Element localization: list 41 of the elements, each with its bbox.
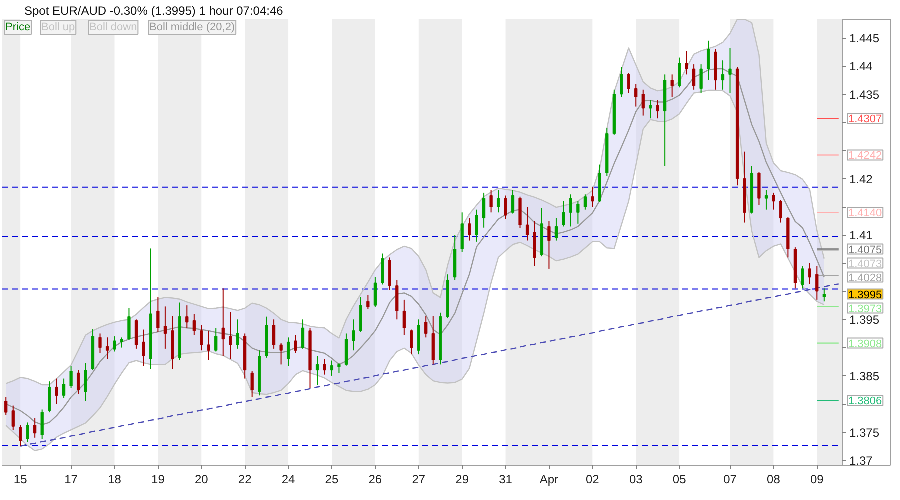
y-tick-label: 1.37 [850, 454, 874, 468]
x-tick-label: 09 [810, 472, 824, 486]
data-label: 1.4028 [848, 272, 882, 284]
x-tick-label: 05 [672, 472, 687, 486]
data-label: 1.4242 [848, 150, 882, 162]
x-tick-label: 07 [724, 472, 738, 486]
text: 1.3995 [848, 289, 882, 302]
y-tick-label: 1.385 [850, 369, 880, 384]
data-label: 1.4140 [848, 208, 882, 220]
y-tick-label: 1.42 [850, 172, 874, 186]
y-tick-label: 1.435 [850, 88, 880, 102]
text: Boll middle (20,2) [150, 22, 236, 34]
x-tick-label: 26 [368, 472, 382, 486]
chart-title: Spot EUR/AUD -0.30% (1.3995) 1 hour 07:04:46 [24, 4, 284, 18]
x-tick-label: 17 [64, 472, 78, 486]
data-label: 1.3973 [848, 303, 882, 316]
data-label: 1.3806 [848, 396, 882, 408]
y-tick-label: 1.44 [850, 60, 874, 74]
x-tick-label: Apr [540, 472, 559, 486]
x-tick-label: 02 [586, 472, 600, 486]
x-tick-label: 25 [325, 472, 339, 486]
x-tick-label: 15 [14, 472, 28, 486]
data-label: 1.4307 [848, 114, 882, 126]
x-tick-label: 31 [499, 472, 513, 486]
x-tick-label: 08 [767, 472, 781, 486]
y-tick-label: 1.395 [850, 313, 880, 328]
x-tick-label: 20 [194, 472, 209, 486]
x-tick-label: 24 [282, 472, 296, 486]
text: Price [6, 22, 31, 34]
y-tick-label: 1.41 [850, 228, 874, 243]
x-tick-label: 22 [238, 472, 252, 486]
data-label: 1.3908 [848, 338, 882, 350]
data-label: 1.4073 [848, 258, 882, 270]
x-tick-label: 27 [412, 472, 426, 486]
y-tick-label: 1.375 [850, 426, 880, 440]
data-label: 1.4075 [848, 244, 882, 256]
x-tick-label: 03 [629, 472, 644, 486]
x-tick-label: 18 [108, 472, 122, 486]
x-tick-label: 19 [152, 472, 166, 486]
x-tick-label: 29 [456, 472, 470, 486]
y-tick-label: 1.445 [850, 32, 880, 46]
